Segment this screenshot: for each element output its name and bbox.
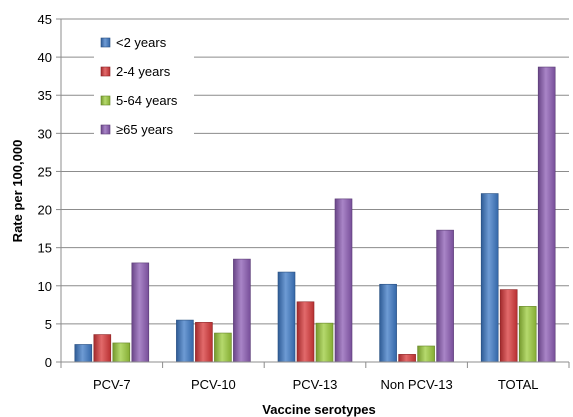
bar-pcv-13-series-3 <box>334 198 353 363</box>
x-axis-label: Vaccine serotypes <box>262 402 375 417</box>
bar-non-pcv-13-series-2 <box>417 345 435 363</box>
legend: <2 years 2-4 years 5-64 years ≥65 years <box>94 30 194 156</box>
x-tick-label: PCV-10 <box>191 377 236 392</box>
bars <box>74 66 556 363</box>
bar-pcv-10-series-1 <box>195 322 213 363</box>
y-axis-label: Rate per 100,000 <box>10 140 25 243</box>
bar-non-pcv-13-series-3 <box>436 229 454 363</box>
bar-pcv-7-series-3 <box>131 262 150 363</box>
x-tick-label: PCV-13 <box>293 377 338 392</box>
x-tick-label: TOTAL <box>498 377 539 392</box>
y-tick-label: 10 <box>38 279 52 294</box>
y-tick-label: 35 <box>38 88 52 103</box>
bar-pcv-13-series-2 <box>315 322 334 363</box>
legend-label: 5-64 years <box>116 93 178 108</box>
x-tick-label: Non PCV-13 <box>380 377 452 392</box>
bar-total-series-0 <box>480 193 499 363</box>
legend-label: <2 years <box>116 35 167 50</box>
x-tick-label: PCV-7 <box>93 377 131 392</box>
bar-pcv-10-series-3 <box>233 258 251 363</box>
y-tick-label: 20 <box>38 203 52 218</box>
bar-non-pcv-13-series-1 <box>398 354 416 363</box>
bar-pcv-13-series-0 <box>277 271 296 363</box>
y-tick-label: 5 <box>45 317 52 332</box>
bar-pcv-7-series-0 <box>74 344 93 363</box>
bar-total-series-1 <box>499 289 518 363</box>
legend-swatch <box>100 66 111 77</box>
legend-swatch <box>100 95 111 106</box>
y-tick-label: 0 <box>45 355 52 370</box>
y-tick-label: 40 <box>38 50 52 65</box>
bar-total-series-2 <box>518 306 537 363</box>
legend-swatch <box>100 124 111 135</box>
bar-non-pcv-13-series-0 <box>379 283 397 363</box>
bar-pcv-10-series-0 <box>176 319 194 363</box>
bar-pcv-13-series-1 <box>296 301 315 363</box>
legend-background <box>94 30 194 156</box>
bar-pcv-10-series-2 <box>214 332 232 363</box>
legend-label: ≥65 years <box>116 122 173 137</box>
legend-label: 2-4 years <box>116 64 171 79</box>
legend-swatch <box>100 37 111 48</box>
y-tick-label: 25 <box>38 164 52 179</box>
y-tick-labels: 0 5 10 15 20 25 30 35 40 45 <box>38 12 52 370</box>
axes <box>60 19 570 368</box>
y-tick-label: 45 <box>38 12 52 27</box>
x-tick-labels: PCV-7 PCV-10 PCV-13 Non PCV-13 TOTAL <box>93 377 539 392</box>
bar-pcv-7-series-1 <box>93 334 112 363</box>
y-tick-label: 15 <box>38 241 52 256</box>
bar-total-series-3 <box>537 66 556 363</box>
y-tick-label: 30 <box>38 126 52 141</box>
bar-pcv-7-series-2 <box>112 342 131 363</box>
